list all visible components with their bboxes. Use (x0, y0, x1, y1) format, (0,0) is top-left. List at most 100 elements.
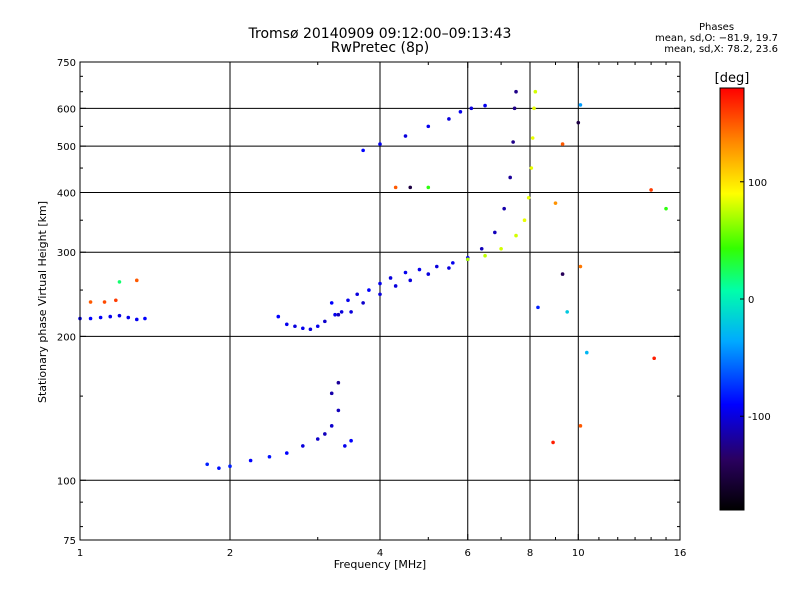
data-point (417, 267, 422, 272)
data-point (134, 317, 139, 322)
data-point (508, 175, 512, 180)
data-point (551, 440, 555, 445)
x-tick-label: 10 (572, 548, 585, 559)
data-point (514, 89, 518, 94)
data-point (483, 103, 487, 108)
data-point (458, 110, 463, 114)
data-point (652, 356, 656, 361)
data-point (143, 316, 147, 321)
y-tick-label: 75 (63, 536, 76, 547)
data-point (502, 206, 506, 211)
x-tick-label: 4 (377, 548, 383, 559)
data-point (301, 444, 305, 448)
data-point (267, 454, 272, 459)
data-point (333, 312, 337, 317)
x-tick-label: 2 (227, 548, 233, 559)
phase-stats-o: mean, sd,O: −81.9, 19.7 (655, 33, 778, 44)
data-point (315, 324, 320, 329)
data-point (408, 278, 413, 283)
phase-stats: Phases mean, sd,O: −81.9, 19.7 mean, sd,… (655, 22, 778, 55)
data-point (426, 272, 431, 276)
data-point (560, 272, 565, 276)
data-point (479, 246, 484, 251)
data-point (329, 391, 334, 396)
phase-stats-x: mean, sd,X: 78.2, 23.6 (664, 44, 778, 55)
y-axis-label: Stationary phase Virtual Height [km] (36, 201, 49, 403)
x-tick-label: 8 (527, 548, 533, 559)
data-point (565, 310, 569, 314)
data-point (393, 284, 398, 288)
data-point (426, 185, 431, 190)
data-point (447, 266, 451, 270)
data-point (367, 288, 371, 292)
data-point (88, 300, 93, 304)
data-point (533, 89, 538, 94)
data-point (336, 408, 341, 413)
y-tick-label: 400 (57, 188, 76, 199)
data-point (649, 188, 653, 192)
y-tick-label: 500 (57, 142, 76, 153)
data-point (578, 264, 583, 269)
data-point (361, 301, 365, 305)
data-point (522, 218, 527, 223)
data-point (205, 462, 209, 467)
data-point (393, 185, 398, 190)
colorbar-label: [deg] (715, 71, 750, 86)
phase-stats-label: Phases (698, 22, 735, 33)
data-point (447, 117, 451, 121)
data-point (403, 270, 408, 275)
chart-title: Tromsø 20140909 09:12:00–09:13:43 (248, 26, 512, 42)
data-point (126, 315, 131, 320)
data-point (511, 140, 515, 144)
x-tick-label: 16 (674, 548, 687, 559)
data-point (102, 300, 107, 304)
data-point (553, 201, 558, 205)
data-point (465, 257, 470, 262)
y-tick-label: 100 (57, 476, 76, 487)
data-point (378, 292, 382, 297)
data-point (378, 281, 382, 286)
data-point (284, 451, 289, 455)
data-point (323, 319, 327, 324)
x-tick-label: 1 (77, 548, 83, 559)
data-point (578, 103, 583, 107)
data-point (293, 324, 297, 329)
colorbar-tick-label: -100 (748, 412, 771, 423)
data-point (329, 301, 334, 305)
x-axis-label: Frequency [MHz] (334, 558, 426, 571)
data-point (343, 444, 347, 448)
data-point (526, 195, 531, 200)
data-point (403, 134, 408, 138)
data-point (408, 185, 413, 190)
data-point (134, 278, 139, 283)
data-point (339, 310, 344, 314)
data-point (493, 230, 497, 235)
x-tick-label: 6 (465, 548, 471, 559)
data-point (108, 314, 113, 319)
data-point (98, 315, 103, 320)
data-point (117, 313, 122, 318)
data-point (349, 310, 353, 314)
data-point (536, 305, 540, 310)
data-point (499, 246, 503, 251)
data-point (532, 106, 536, 111)
data-point (388, 276, 393, 280)
data-point (578, 424, 583, 428)
y-tick-label: 200 (57, 332, 76, 343)
data-point (576, 120, 581, 125)
colorbar-tick-label: 0 (748, 295, 754, 306)
data-point (88, 316, 93, 321)
data-point (355, 292, 359, 297)
data-point (514, 233, 518, 238)
data-point (276, 314, 281, 319)
data-point (117, 280, 122, 284)
data-point (349, 438, 353, 443)
data-point (378, 142, 382, 146)
data-point (301, 326, 305, 331)
data-point (323, 432, 327, 436)
data-point (248, 458, 253, 463)
data-point (217, 466, 221, 470)
data-point (584, 350, 589, 355)
data-point (664, 206, 668, 211)
